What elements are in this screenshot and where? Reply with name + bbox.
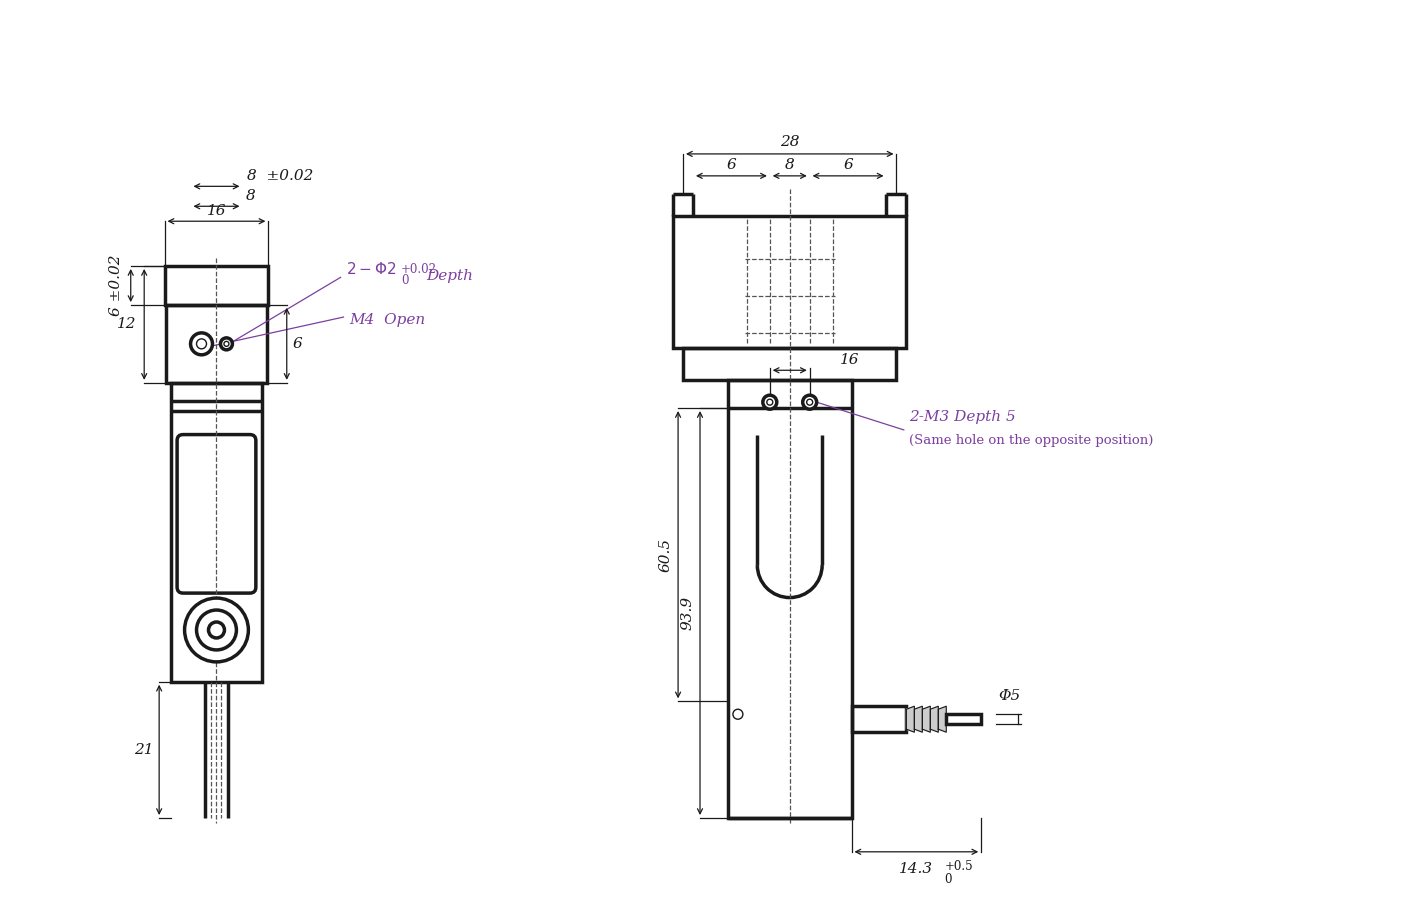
Text: Φ5: Φ5 bbox=[998, 689, 1020, 703]
Text: 21: 21 bbox=[134, 743, 153, 757]
Text: 12: 12 bbox=[117, 317, 136, 332]
Bar bbox=[172, 382, 262, 682]
Polygon shape bbox=[930, 707, 938, 732]
Polygon shape bbox=[938, 707, 947, 732]
Text: +0.02: +0.02 bbox=[401, 263, 438, 276]
Text: M4  Open: M4 Open bbox=[349, 313, 425, 327]
Bar bbox=[727, 380, 851, 818]
Circle shape bbox=[803, 395, 816, 409]
Bar bbox=[682, 348, 896, 380]
Text: 8: 8 bbox=[785, 158, 795, 172]
Text: Depth: Depth bbox=[426, 269, 473, 283]
Circle shape bbox=[221, 338, 232, 350]
Text: 6: 6 bbox=[843, 158, 853, 172]
Polygon shape bbox=[923, 707, 930, 732]
Bar bbox=[166, 305, 267, 382]
Circle shape bbox=[197, 610, 236, 650]
Text: $2-\Phi2$: $2-\Phi2$ bbox=[346, 261, 397, 277]
Text: 0: 0 bbox=[401, 274, 408, 287]
Bar bbox=[851, 707, 906, 732]
Text: 8  ±0.02: 8 ±0.02 bbox=[248, 169, 314, 183]
Text: 60.5: 60.5 bbox=[658, 538, 673, 572]
Bar bbox=[165, 267, 269, 305]
Text: 16: 16 bbox=[840, 353, 860, 368]
Text: 6: 6 bbox=[726, 158, 736, 172]
Text: 16: 16 bbox=[207, 204, 227, 218]
Circle shape bbox=[184, 598, 249, 662]
Text: 28: 28 bbox=[779, 135, 799, 149]
Bar bbox=[947, 714, 981, 724]
Text: 93.9: 93.9 bbox=[680, 596, 694, 630]
Text: 0: 0 bbox=[944, 873, 951, 886]
Text: (Same hole on the opposite position): (Same hole on the opposite position) bbox=[909, 434, 1154, 447]
Bar bbox=[673, 216, 906, 348]
Circle shape bbox=[763, 395, 777, 409]
Polygon shape bbox=[915, 707, 923, 732]
Text: 6 ±0.02: 6 ±0.02 bbox=[108, 255, 122, 316]
Text: 14.3: 14.3 bbox=[899, 862, 933, 876]
Text: 2-M3 Depth 5: 2-M3 Depth 5 bbox=[909, 410, 1016, 425]
Text: +0.5: +0.5 bbox=[944, 860, 972, 873]
Circle shape bbox=[208, 622, 225, 638]
Text: 8: 8 bbox=[245, 189, 255, 203]
Polygon shape bbox=[906, 707, 915, 732]
Circle shape bbox=[190, 333, 212, 355]
Text: 6: 6 bbox=[293, 337, 303, 351]
